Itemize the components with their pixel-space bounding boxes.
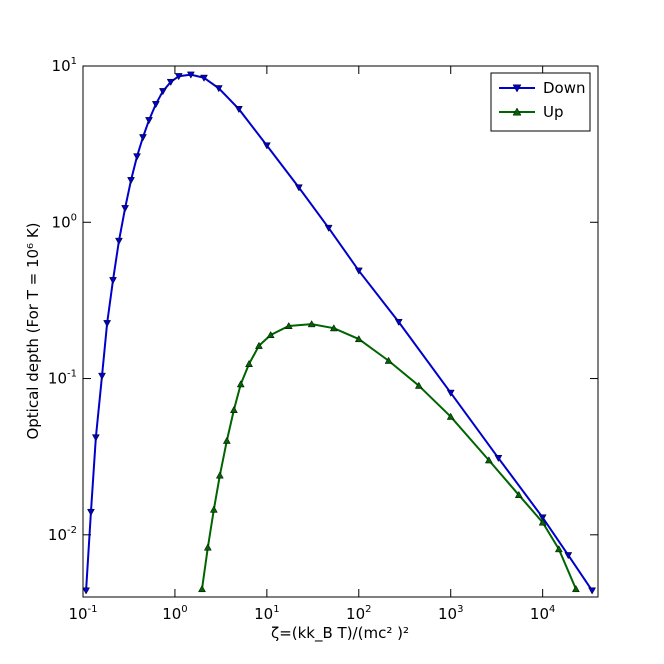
- marker: [98, 372, 106, 380]
- marker: [133, 153, 141, 161]
- marker: [354, 335, 363, 343]
- legend-label: Up: [543, 103, 564, 121]
- marker: [198, 584, 206, 593]
- x-tick-label-base: 10: [530, 605, 549, 623]
- marker: [222, 436, 231, 444]
- x-tick-label: 104: [530, 604, 555, 623]
- y-tick-label: 101: [52, 56, 77, 75]
- marker: [83, 587, 90, 595]
- x-tick-label-base: 10: [68, 605, 87, 623]
- x-axis-label: ζ=(kk_B T)/(mc² )²: [271, 624, 409, 643]
- x-tick-label-exponent: 4: [549, 604, 555, 615]
- marker: [115, 237, 123, 245]
- marker: [538, 514, 547, 522]
- legend-label: Down: [543, 79, 586, 97]
- y-tick-label-base: 10: [48, 526, 67, 544]
- marker: [186, 71, 195, 79]
- marker: [266, 330, 275, 339]
- marker: [121, 205, 130, 213]
- marker: [166, 78, 175, 87]
- marker: [200, 74, 208, 82]
- legend-box: [490, 72, 591, 132]
- y-tick-label-exponent: 0: [71, 212, 77, 223]
- marker: [174, 73, 183, 81]
- y-tick-label: 10-2: [48, 525, 77, 544]
- legend-marker: [512, 84, 522, 93]
- x-tick-label-exponent: 3: [457, 604, 463, 615]
- x-tick-label-base: 10: [254, 605, 273, 623]
- marker: [329, 324, 338, 332]
- series-line: [85, 73, 593, 592]
- marker: [588, 587, 597, 595]
- plot-frame: [82, 65, 599, 598]
- series-line: [201, 323, 577, 590]
- y-tick-label: 100: [52, 212, 77, 231]
- marker: [103, 320, 112, 328]
- marker: [245, 359, 253, 367]
- plot-area: [83, 71, 597, 595]
- marker: [139, 134, 147, 142]
- marker: [87, 508, 95, 516]
- marker: [215, 471, 224, 479]
- marker: [91, 434, 100, 442]
- marker: [324, 224, 333, 232]
- marker: [307, 320, 316, 328]
- x-tick-label-exponent: 1: [273, 604, 279, 615]
- legend-marker: [512, 107, 522, 116]
- marker: [494, 454, 503, 463]
- marker: [262, 142, 271, 150]
- x-tick-label-base: 10: [346, 605, 365, 623]
- x-tick-label: 100: [162, 604, 187, 623]
- marker: [354, 267, 363, 275]
- x-tick-label: 102: [346, 604, 371, 623]
- x-tick-label-base: 10: [162, 605, 181, 623]
- marker: [394, 318, 403, 327]
- marker: [414, 381, 423, 389]
- marker: [203, 543, 212, 551]
- y-tick-label-exponent: 1: [71, 56, 77, 67]
- marker: [384, 356, 393, 364]
- y-tick-label-exponent: -1: [67, 369, 77, 380]
- marker: [284, 321, 293, 330]
- marker: [294, 184, 303, 192]
- x-tick-label-exponent: 0: [181, 604, 187, 615]
- y-tick-label-exponent: -2: [67, 525, 77, 536]
- x-tick-label: 101: [254, 604, 279, 623]
- marker: [514, 490, 523, 498]
- marker: [446, 412, 455, 420]
- y-tick-label-base: 10: [48, 370, 67, 388]
- marker: [236, 380, 245, 388]
- x-tick-label-base: 10: [438, 605, 457, 623]
- marker: [571, 584, 580, 593]
- marker: [109, 277, 117, 285]
- marker: [209, 505, 218, 513]
- marker: [564, 552, 573, 560]
- marker: [127, 177, 135, 185]
- marker: [446, 389, 455, 397]
- marker: [151, 101, 160, 109]
- marker: [158, 88, 167, 96]
- x-tick-label: 103: [438, 604, 463, 623]
- marker: [229, 405, 238, 413]
- marker: [538, 518, 547, 526]
- x-tick-label: 10-1: [68, 604, 97, 623]
- y-axis-label: Optical depth (For T = 10⁶ K): [24, 222, 42, 439]
- y-tick-label: 10-1: [48, 369, 77, 388]
- marker: [145, 117, 153, 125]
- marker: [234, 106, 243, 114]
- marker: [554, 545, 563, 553]
- x-tick-label-exponent: -1: [88, 604, 98, 615]
- marker: [214, 85, 223, 93]
- x-tick-label-exponent: 2: [365, 604, 371, 615]
- y-tick-label-base: 10: [52, 57, 71, 75]
- y-tick-label-base: 10: [52, 213, 71, 231]
- marker: [255, 341, 263, 349]
- marker: [484, 456, 493, 464]
